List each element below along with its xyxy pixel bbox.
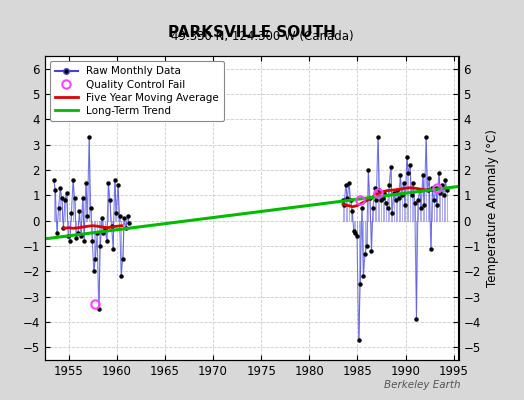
Text: 49.330 N, 124.300 W (Canada): 49.330 N, 124.300 W (Canada) (171, 30, 353, 43)
Text: Berkeley Earth: Berkeley Earth (385, 380, 461, 390)
Title: PARKSVILLE SOUTH: PARKSVILLE SOUTH (168, 24, 335, 40)
Legend: Raw Monthly Data, Quality Control Fail, Five Year Moving Average, Long-Term Tren: Raw Monthly Data, Quality Control Fail, … (50, 61, 224, 121)
Y-axis label: Temperature Anomaly (°C): Temperature Anomaly (°C) (486, 129, 499, 287)
